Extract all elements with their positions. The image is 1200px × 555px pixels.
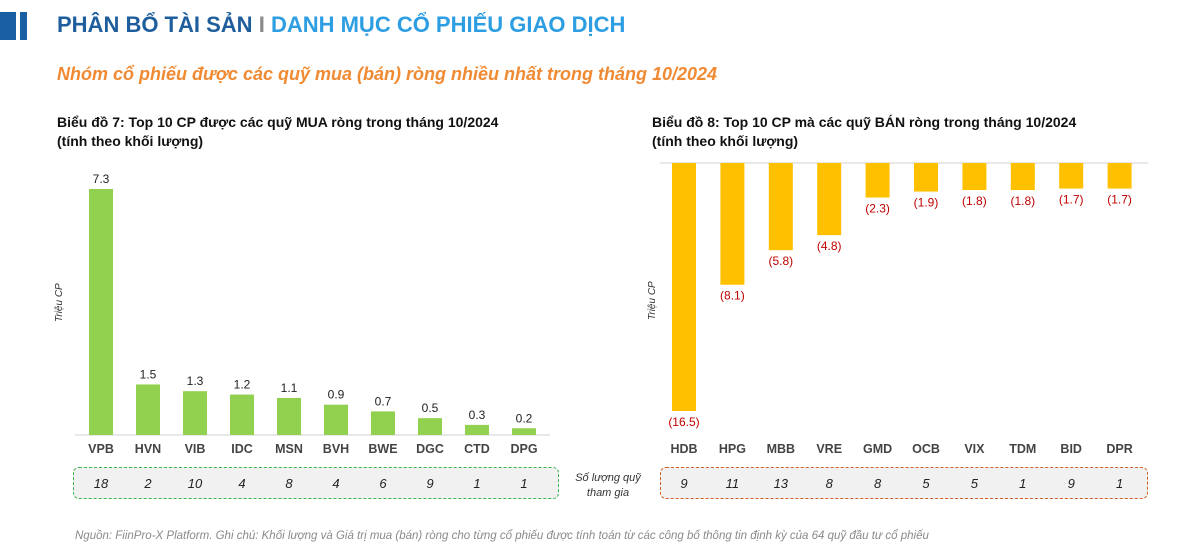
chart8-funds-count: 8 — [826, 476, 834, 491]
chart8-data-label: (2.3) — [865, 202, 890, 216]
chart8-bar-vix — [962, 163, 987, 191]
chart8-funds-count: 9 — [1068, 476, 1075, 491]
chart7-category-label: HVN — [135, 442, 161, 456]
chart8-data-label: (1.7) — [1059, 193, 1084, 207]
funds-count-label: Số lượng quỹ tham gia — [575, 472, 641, 499]
chart7-bar-hvn — [136, 384, 160, 435]
chart8-category-label: VRE — [816, 442, 842, 456]
chart7-data-label: 0.7 — [375, 394, 392, 408]
source-footnote: Nguồn: FiinPro-X Platform. Ghi chú: Khối… — [75, 530, 929, 542]
chart7-funds-count: 6 — [379, 476, 387, 491]
chart7-title-line2: (tính theo khối lượng) — [57, 133, 204, 149]
chart8-category-label: DPR — [1106, 442, 1132, 456]
title-part2: DANH MỤC CỔ PHIẾU GIAO DỊCH — [270, 12, 626, 37]
chart8-category-label: MBB — [767, 442, 795, 456]
chart8-data-label: (16.5) — [668, 415, 699, 429]
chart8-category-label: OCB — [912, 442, 940, 456]
chart8-data-label: (4.8) — [817, 239, 842, 253]
chart8-funds-count: 1 — [1116, 476, 1123, 491]
chart7-data-label: 1.5 — [140, 367, 157, 381]
chart8-title: Biểu đồ 8: Top 10 CP mà các quỹ BÁN ròng… — [652, 113, 1076, 151]
chart8-funds-count: 5 — [922, 476, 930, 491]
chart8-funds-count: 5 — [971, 476, 979, 491]
chart7-bar-vib — [183, 391, 207, 435]
section-subtitle: Nhóm cổ phiếu được các quỹ mua (bán) ròn… — [57, 64, 718, 84]
chart8-category-label: BID — [1060, 442, 1082, 456]
chart7-category-label: VIB — [185, 442, 206, 456]
chart7-funds-count: 9 — [426, 476, 433, 491]
chart7-data-label: 0.2 — [516, 411, 533, 425]
chart8-funds-count: 11 — [726, 476, 740, 491]
chart8-category-label: HPG — [719, 442, 746, 456]
chart7-category-label: IDC — [231, 442, 253, 456]
chart7-funds-count: 1 — [473, 476, 480, 491]
chart7-category-label: BWE — [368, 442, 397, 456]
chart8-title-line1: Biểu đồ 8: Top 10 CP mà các quỹ BÁN ròng… — [652, 114, 1077, 130]
chart8-funds-count: 1 — [1019, 476, 1026, 491]
chart7-category-label: VPB — [88, 442, 114, 456]
chart7-category-label: CTD — [464, 442, 490, 456]
chart7-bar-msn — [277, 397, 301, 435]
chart8-data-label: (1.8) — [1010, 194, 1035, 208]
chart8-category-label: VIX — [964, 442, 985, 456]
chart7-bar-bwe — [371, 411, 395, 435]
chart7-funds-box — [73, 467, 559, 499]
chart7-category-label: BVH — [323, 442, 349, 456]
chart8-title-line2: (tính theo khối lượng) — [652, 133, 799, 149]
chart7-category-label: DPG — [510, 442, 537, 456]
chart7-bar-ctd — [465, 424, 489, 435]
chart7-title: Biểu đồ 7: Top 10 CP được các quỹ MUA rò… — [57, 113, 498, 151]
chart7-bar-bvh — [324, 404, 348, 435]
chart8-data-label: (1.7) — [1107, 193, 1132, 207]
chart8-bar-bid — [1059, 163, 1084, 189]
chart8-funds-box — [660, 467, 1148, 499]
title-separator: I — [258, 12, 265, 37]
chart8-bar-hdb — [672, 163, 696, 411]
chart7-data-label: 1.3 — [187, 374, 204, 388]
chart8-funds-count: 13 — [774, 476, 789, 491]
chart8-bar-dpr — [1107, 163, 1132, 189]
header-accent-bar — [20, 12, 27, 40]
chart7-category-label: DGC — [416, 442, 444, 456]
chart8-data-label: (1.9) — [914, 196, 939, 210]
page-title: PHÂN BỔ TÀI SẢN I DANH MỤC CỔ PHIẾU GIAO… — [57, 12, 625, 38]
chart8-bar-ocb — [914, 163, 938, 192]
chart7-funds-count: 4 — [332, 476, 339, 491]
chart7-bar-vpb — [89, 188, 113, 435]
chart7-bar-idc — [230, 394, 254, 435]
chart7-data-label: 1.1 — [281, 381, 298, 395]
chart8-bar-vre — [817, 163, 842, 236]
chart8-bar-mbb — [768, 163, 793, 251]
chart8-data-label: (1.8) — [962, 194, 987, 208]
chart8-bar-hpg — [720, 163, 745, 285]
chart7-data-label: 7.3 — [93, 172, 110, 186]
chart7-funds-count: 2 — [143, 476, 152, 491]
chart7-funds-count: 4 — [238, 476, 245, 491]
chart8-data-label: (5.8) — [768, 254, 793, 268]
chart7-bar-dgc — [418, 418, 442, 435]
header-accent-block — [0, 12, 16, 40]
chart7-funds-count: 1 — [520, 476, 527, 491]
chart7-data-label: 0.5 — [422, 401, 439, 415]
chart8-bar-gmd — [865, 163, 890, 198]
chart7-funds-count: 8 — [285, 476, 293, 491]
chart7-data-label: 0.9 — [328, 388, 345, 402]
chart8-category-label: GMD — [863, 442, 892, 456]
title-part1: PHÂN BỔ TÀI SẢN — [57, 12, 253, 37]
chart7-data-label: 0.3 — [469, 408, 486, 422]
chart8-funds-count: 9 — [680, 476, 687, 491]
chart7-title-line1: Biểu đồ 7: Top 10 CP được các quỹ MUA rò… — [57, 114, 499, 130]
chart7-data-label: 1.2 — [234, 378, 251, 392]
chart8-category-label: TDM — [1009, 442, 1036, 456]
chart8-data-label: (8.1) — [720, 289, 745, 303]
chart7-category-label: MSN — [275, 442, 303, 456]
chart8-category-label: HDB — [670, 442, 697, 456]
chart7-bar-dpg — [512, 428, 536, 435]
chart7-funds-count: 10 — [188, 476, 203, 491]
chart8-funds-count: 8 — [874, 476, 882, 491]
chart8-bar-tdm — [1010, 163, 1035, 191]
chart7-funds-count: 18 — [94, 476, 109, 491]
